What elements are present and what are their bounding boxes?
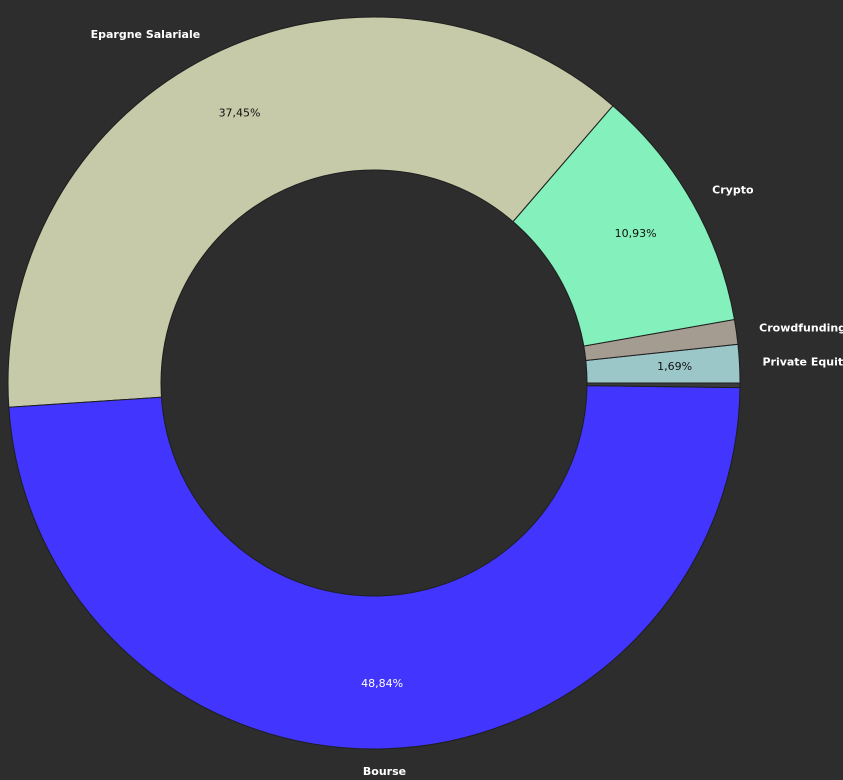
category-label-crypto: Crypto xyxy=(712,184,754,197)
donut-hole xyxy=(160,169,588,597)
data-label-crypto: 10,93% xyxy=(615,227,657,240)
category-label-bourse: Bourse xyxy=(363,765,406,778)
data-label-private-equity: 1,69% xyxy=(657,360,692,373)
category-label-crowdfunding: Crowdfunding xyxy=(759,322,843,335)
category-label-private-equity: Private Equity xyxy=(762,355,843,368)
chart-labels: Private Equity 1,69% Crowdfunding Crypto 10,… xyxy=(91,28,843,778)
data-label-bourse: 48,84% xyxy=(361,677,403,690)
category-label-epargne-salariale: Epargne Salariale xyxy=(91,28,201,41)
data-label-epargne-salariale: 37,45% xyxy=(219,107,261,120)
